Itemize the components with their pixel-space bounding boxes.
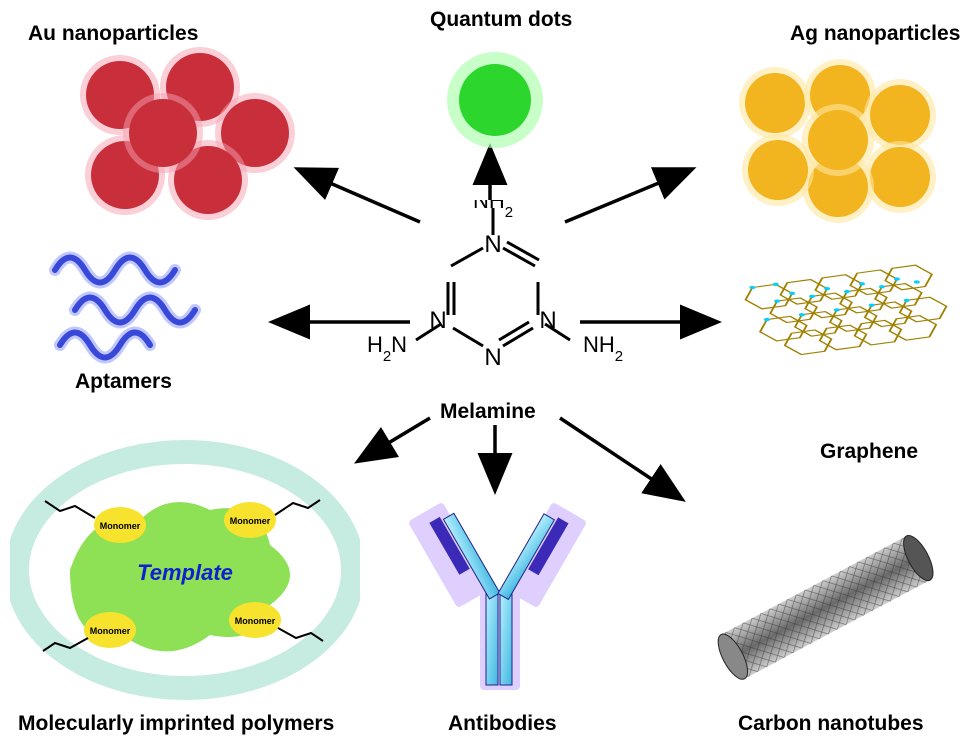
svg-text:Monomer: Monomer	[100, 521, 141, 531]
label-au: Au nanoparticles	[28, 22, 198, 46]
label-mip: Molecularly imprinted polymers	[18, 712, 334, 736]
cnt-graphic	[700, 510, 960, 705]
mip-graphic: Template Monomer Monomer Monomer Monomer	[10, 440, 360, 705]
graphene-graphic	[720, 235, 970, 440]
quantum-dot-graphic	[440, 45, 550, 160]
svg-text:H2N: H2N	[367, 332, 407, 365]
antibodies-graphic	[400, 490, 595, 705]
au-nanoparticles-graphic	[60, 45, 300, 230]
melamine-structure: N N N NH2 NH2 H2N N	[355, 200, 630, 400]
svg-text:N: N	[539, 307, 556, 334]
svg-text:N: N	[484, 344, 501, 371]
label-aptamers: Aptamers	[75, 370, 172, 394]
svg-text:Monomer: Monomer	[90, 626, 131, 636]
label-qdots: Quantum dots	[430, 8, 572, 32]
svg-text:N: N	[484, 231, 501, 258]
melamine-label: Melamine	[440, 400, 536, 424]
svg-text:NH2: NH2	[583, 332, 623, 365]
label-antibodies: Antibodies	[448, 712, 557, 736]
label-graphene: Graphene	[820, 440, 918, 464]
ag-nanoparticles-graphic	[720, 55, 950, 230]
aptamers-graphic	[35, 230, 245, 375]
label-ag: Ag nanoparticles	[790, 22, 960, 46]
svg-text:Monomer: Monomer	[230, 516, 271, 526]
label-cnt: Carbon nanotubes	[738, 712, 924, 736]
svg-text:Monomer: Monomer	[235, 616, 276, 626]
mip-template-text: Template	[137, 560, 233, 585]
svg-text:N: N	[429, 307, 446, 334]
